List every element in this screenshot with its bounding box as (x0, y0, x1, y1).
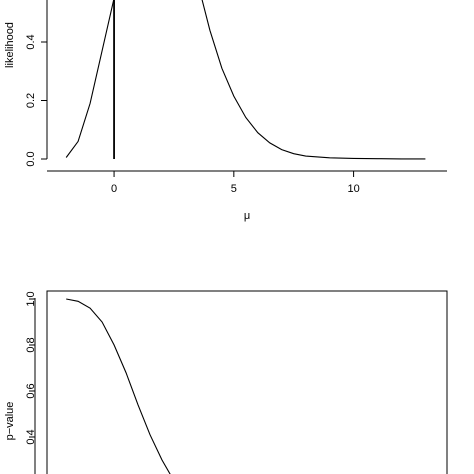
bottom-y-tick-label: 0.4 (25, 429, 37, 444)
top-y-tick-label: 0.4 (25, 34, 37, 49)
top-x-tick-label: 0 (111, 183, 117, 195)
bottom-y-ticks: 0.4 0.6 0.8 1.0 (25, 291, 37, 444)
bottom-plot-frame (46, 290, 448, 474)
top-x-tick-label: 5 (231, 183, 237, 195)
top-y-axis-title: likelihood (4, 22, 16, 68)
pvalue-panel: 0.4 0.6 0.8 1.0 p−value (4, 290, 448, 474)
likelihood-panel: 0 5 10 0.0 0.2 0.4 μ likelihood (4, 0, 447, 222)
likelihood-curve (65, 0, 426, 160)
top-x-ticks: 0 5 10 (111, 171, 360, 195)
bottom-y-tick-label: 1.0 (25, 291, 37, 306)
bottom-y-tick-label: 0.6 (25, 383, 37, 398)
top-y-tick-label: 0.0 (25, 151, 37, 166)
top-x-tick-label: 10 (347, 183, 359, 195)
pvalue-curve (66, 298, 171, 474)
top-y-ticks: 0.0 0.2 0.4 (25, 34, 47, 167)
bottom-y-axis-title: p−value (4, 402, 16, 441)
top-y-tick-label: 0.2 (25, 93, 37, 108)
top-x-axis-title: μ (244, 210, 250, 222)
bottom-y-tick-label: 0.8 (25, 337, 37, 352)
